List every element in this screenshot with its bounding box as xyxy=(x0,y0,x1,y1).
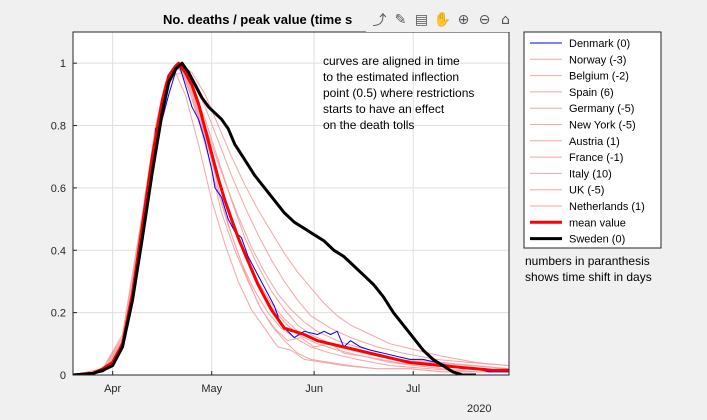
x-tick-label: Jun xyxy=(305,383,323,395)
side-note-line-2: shows time shift in days xyxy=(525,270,652,284)
annotation-line: curves are aligned in time xyxy=(323,54,460,68)
legend-label: mean value xyxy=(569,217,626,229)
chart-title: No. deaths / peak value (time s xyxy=(163,12,352,27)
legend-label: Norway (-3) xyxy=(569,54,626,66)
legend: Denmark (0) Norway (-3) Belgium (-2) Spain … xyxy=(523,31,662,249)
annotation-text: curves are aligned in time to the estimat… xyxy=(323,54,474,132)
legend-label: Belgium (-2) xyxy=(569,71,629,83)
y-tick-label: 0.4 xyxy=(51,245,66,257)
plot-border xyxy=(72,31,510,376)
x-tick-label: Apr xyxy=(104,383,121,395)
legend-label: Netherlands (1) xyxy=(569,201,645,213)
y-tick-label: 1 xyxy=(60,58,66,70)
pan-icon[interactable]: ✋ xyxy=(433,12,452,28)
legend-label: Denmark (0) xyxy=(569,38,630,50)
annotation-line: on the death tolls xyxy=(323,118,414,132)
annotation-line: point (0.5) where restrictions xyxy=(323,86,474,100)
export-icon[interactable]: ⤴ xyxy=(372,13,387,29)
y-tick-label: 0.2 xyxy=(51,308,66,320)
grid-lines xyxy=(73,32,509,376)
side-note-line-1: numbers in paranthesis xyxy=(525,254,650,268)
annotation-line: to the estimated inflection xyxy=(323,70,459,84)
x-tick-label: May xyxy=(201,383,222,395)
series-line-mean-value xyxy=(73,61,509,375)
legend-label: New York (-5) xyxy=(569,120,636,132)
zoom-out-icon[interactable]: ⊖ xyxy=(478,12,491,28)
legend-box xyxy=(523,31,662,249)
y-axis: 0 0.2 0.4 0.6 0.8 1 xyxy=(51,58,77,382)
y-tick-label: 0.6 xyxy=(51,183,66,195)
figure-toolbar: ⤴ ✎ ▤ ✋ ⊕ ⊖ ⌂ xyxy=(366,8,519,32)
side-note: numbers in paranthesis shows time shift … xyxy=(525,253,652,285)
brush-icon[interactable]: ✎ xyxy=(394,12,407,28)
datatip-icon[interactable]: ▤ xyxy=(414,12,429,28)
legend-label: UK (-5) xyxy=(569,185,604,197)
y-tick-label: 0 xyxy=(60,370,66,382)
legend-label: France (-1) xyxy=(569,152,623,164)
legend-label: Italy (10) xyxy=(569,168,612,180)
legend-label: Sweden (0) xyxy=(569,234,625,246)
annotation-line: starts to have an effect xyxy=(323,102,445,116)
zoom-in-icon[interactable]: ⊕ xyxy=(457,12,470,28)
home-icon[interactable]: ⌂ xyxy=(501,12,510,28)
y-tick-label: 0.8 xyxy=(51,121,66,133)
legend-label: Austria (1) xyxy=(569,136,620,148)
x-axis: Apr May Jun Jul xyxy=(104,371,420,395)
x-year-label: 2020 xyxy=(467,403,491,415)
x-tick-label: Jul xyxy=(406,383,420,395)
legend-label: Germany (-5) xyxy=(569,103,634,115)
series-lines xyxy=(73,61,509,375)
series-line-sweden xyxy=(73,61,476,375)
legend-label: Spain (6) xyxy=(569,87,614,99)
